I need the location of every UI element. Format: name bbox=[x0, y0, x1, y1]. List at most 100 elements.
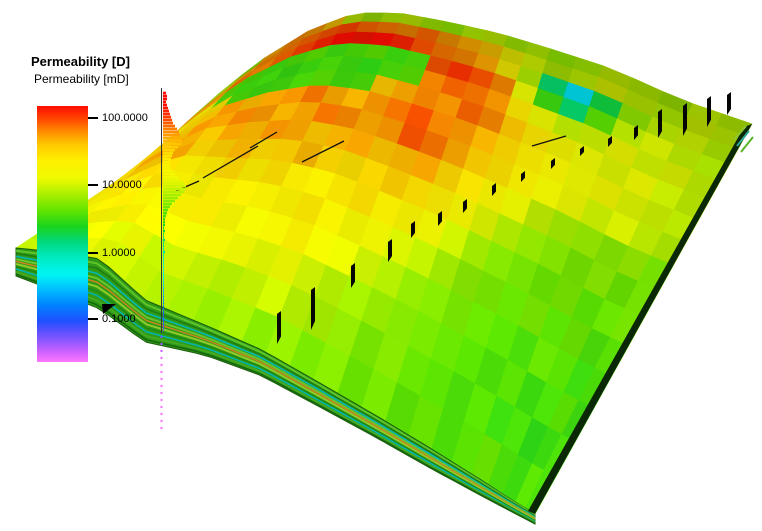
fault-scarp bbox=[521, 171, 525, 182]
legend-tick-line bbox=[88, 251, 98, 254]
legend-tick-label: 1.0000 bbox=[102, 246, 136, 259]
histogram-bar bbox=[163, 298, 164, 302]
fault-scarp bbox=[463, 199, 467, 213]
legend-tick-line bbox=[88, 317, 98, 320]
fault-scarp bbox=[411, 221, 415, 238]
histogram-bar bbox=[163, 226, 164, 230]
histogram-tail-dot bbox=[160, 398, 163, 402]
histogram-tail-dot bbox=[160, 377, 163, 381]
fault-scarp bbox=[580, 146, 584, 156]
histogram-bar bbox=[163, 313, 164, 317]
strata-layer-line bbox=[15, 273, 536, 525]
histogram-bar bbox=[163, 118, 172, 122]
histogram-bar bbox=[163, 307, 164, 311]
histogram-bar bbox=[163, 112, 170, 116]
histogram-tail-dot bbox=[160, 335, 163, 339]
histogram-bar bbox=[163, 220, 165, 224]
fault-line bbox=[202, 145, 259, 179]
histogram-bar bbox=[163, 157, 171, 161]
histogram-bar bbox=[163, 208, 168, 212]
histogram-tail-dot bbox=[160, 405, 163, 409]
histogram-bar bbox=[163, 190, 184, 194]
strata-layer-line bbox=[15, 260, 536, 520]
histogram-bar bbox=[163, 124, 175, 128]
legend-tick-label: 10.0000 bbox=[102, 179, 142, 192]
histogram-bar bbox=[163, 256, 164, 260]
histogram-bar bbox=[163, 136, 181, 140]
histogram-bar bbox=[163, 271, 164, 275]
histogram-bar bbox=[163, 316, 164, 320]
histogram-bar bbox=[163, 253, 164, 257]
fault-scarp bbox=[438, 211, 442, 226]
fault-scarp bbox=[727, 92, 731, 115]
histogram-bar bbox=[163, 217, 165, 221]
fault-scarp bbox=[683, 103, 687, 136]
histogram-bar bbox=[163, 235, 164, 239]
histogram-bar bbox=[163, 322, 164, 326]
histogram-tail-dot bbox=[160, 370, 163, 374]
fault-scarp bbox=[658, 109, 662, 138]
histogram-bar bbox=[163, 229, 165, 233]
histogram-bar bbox=[163, 280, 164, 284]
legend-tick-label: 0.1000 bbox=[102, 312, 136, 325]
histogram-bar bbox=[163, 289, 164, 293]
strata-layer-line bbox=[15, 249, 536, 516]
fault-line bbox=[301, 140, 345, 163]
histogram-tail-dot bbox=[160, 384, 163, 388]
histogram-tail-dot bbox=[160, 342, 163, 346]
histogram-bar bbox=[163, 184, 186, 188]
legend-colorbar[interactable] bbox=[37, 106, 88, 362]
histogram-bar bbox=[163, 148, 175, 152]
strata-layer-line bbox=[15, 255, 536, 518]
fault-line bbox=[531, 135, 567, 147]
histogram-bar bbox=[163, 328, 164, 332]
corner-strata-line bbox=[733, 125, 747, 141]
fault-scarp bbox=[388, 239, 392, 262]
histogram-tail-dot bbox=[160, 426, 163, 430]
histogram-bar bbox=[163, 139, 182, 143]
histogram-bar bbox=[163, 244, 164, 248]
histogram-bar bbox=[163, 199, 175, 203]
legend-tick-label: 100.0000 bbox=[102, 112, 148, 125]
fault-scarp bbox=[634, 125, 638, 140]
histogram-bar bbox=[163, 232, 164, 236]
histogram-bar bbox=[163, 145, 178, 149]
histogram-tail-dot bbox=[160, 419, 163, 423]
histogram-bar bbox=[163, 238, 165, 242]
histogram-bar bbox=[163, 241, 164, 245]
histogram-bar bbox=[163, 181, 184, 185]
histogram-bar bbox=[163, 97, 167, 101]
front-face-strata bbox=[15, 247, 536, 525]
fault-scarp bbox=[351, 263, 355, 288]
histogram-bar bbox=[163, 133, 180, 137]
histogram-bar bbox=[163, 196, 178, 200]
corner-strata-line bbox=[736, 130, 750, 147]
histogram-bar bbox=[163, 211, 167, 215]
property-histogram bbox=[160, 88, 186, 430]
right-face bbox=[528, 124, 754, 514]
histogram-bar bbox=[163, 286, 164, 290]
histogram-bar bbox=[163, 274, 164, 278]
histogram-bar bbox=[163, 202, 172, 206]
histogram-bar bbox=[163, 295, 164, 299]
histogram-bar bbox=[163, 193, 181, 197]
histogram-bar bbox=[163, 151, 173, 155]
strata-layer-line bbox=[15, 258, 536, 519]
histogram-bar bbox=[163, 214, 166, 218]
fault-line bbox=[249, 131, 278, 149]
strata-layer-line bbox=[15, 265, 536, 522]
legend-title: Permeability [D] bbox=[31, 54, 130, 69]
histogram-bar bbox=[163, 277, 164, 281]
histogram-bar bbox=[163, 262, 164, 266]
fault-scarp bbox=[551, 158, 555, 169]
histogram-bar bbox=[163, 121, 173, 125]
histogram-bar bbox=[163, 172, 175, 176]
histogram-bar bbox=[163, 265, 164, 269]
histogram-bar bbox=[163, 304, 164, 308]
reservoir-surface-grid bbox=[14, 12, 753, 515]
histogram-bar bbox=[163, 283, 164, 287]
strata-layer-line bbox=[15, 263, 536, 521]
histogram-bar bbox=[163, 205, 170, 209]
